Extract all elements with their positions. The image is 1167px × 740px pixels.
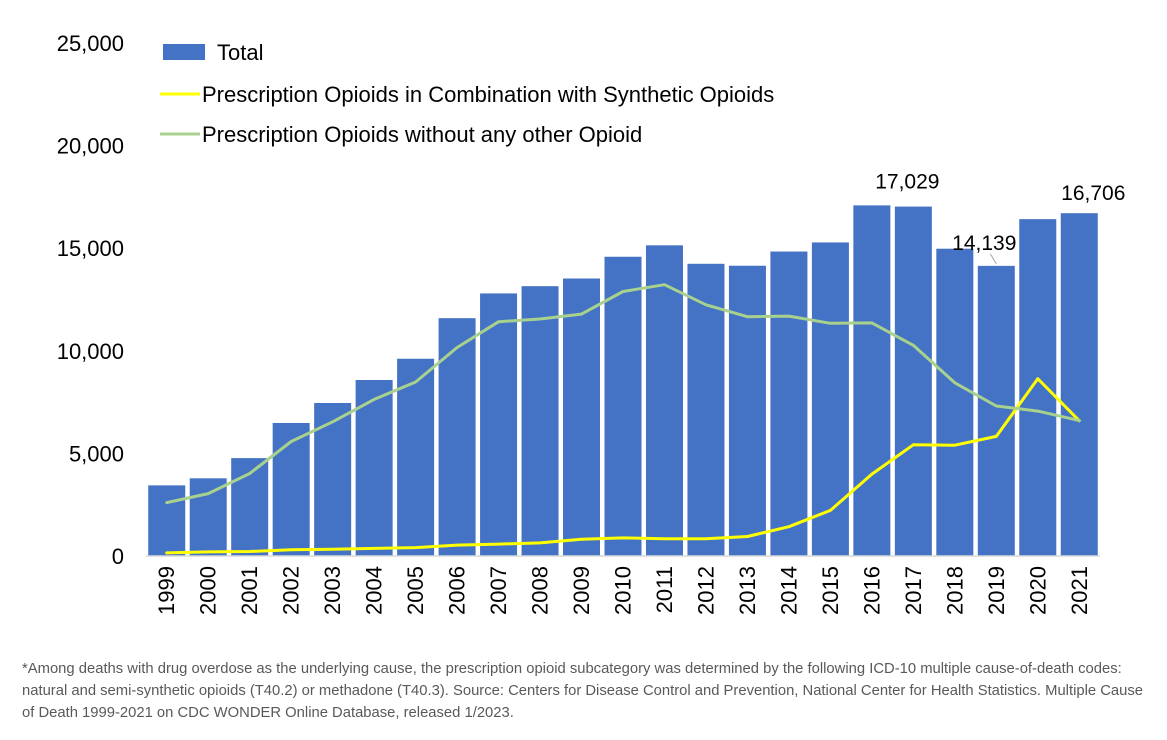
legend-label-combination: Prescription Opioids in Combination with… <box>202 82 774 107</box>
x-tick-label: 2010 <box>611 566 636 615</box>
legend-label-total: Total <box>217 40 263 65</box>
bar-2016 <box>853 205 891 556</box>
data-label-2017: 17,029 <box>875 170 939 193</box>
legend: Total Prescription Opioids in Combination… <box>160 40 774 147</box>
bar-2014 <box>770 251 808 557</box>
bar-2011 <box>645 245 683 556</box>
bar-2005 <box>397 358 435 556</box>
x-tick-label: 2017 <box>901 566 926 615</box>
legend-swatch-total <box>163 44 205 60</box>
y-tick-label: 5,000 <box>69 441 124 466</box>
x-tick-label: 2000 <box>196 566 221 615</box>
line-series <box>165 283 1081 555</box>
y-tick-label: 0 <box>112 544 124 569</box>
bar-2010 <box>604 256 642 556</box>
x-tick-label: 2016 <box>859 566 884 615</box>
x-axis: 1999 2000 2001 2002 2003 2004 2005 2006 2007 2008… <box>146 555 1100 615</box>
bar-2012 <box>687 263 725 556</box>
x-tick-label: 2008 <box>528 566 553 615</box>
data-label-2021: 16,706 <box>1061 182 1125 205</box>
data-label-2019: 14,139 <box>952 232 1016 255</box>
bar-2018 <box>936 248 974 556</box>
opioid-deaths-chart: 0 5,000 10,000 15,000 20,000 25,000 1999 2000 2… <box>57 31 1126 615</box>
bar-2009 <box>563 278 601 556</box>
bar-2020 <box>1019 219 1057 556</box>
bar-2019 <box>977 265 1015 556</box>
y-tick-label: 10,000 <box>57 339 124 364</box>
data-label-leader <box>989 253 997 265</box>
bar-2002 <box>272 422 310 556</box>
bar-2006 <box>438 318 476 556</box>
x-tick-label: 2018 <box>942 566 967 615</box>
bar-2007 <box>480 293 518 556</box>
x-tick-label: 2003 <box>320 566 345 615</box>
bar-1999 <box>148 485 186 556</box>
x-tick-label: 2019 <box>984 566 1009 615</box>
legend-label-without-other: Prescription Opioids without any other O… <box>202 122 642 147</box>
x-tick-label: 2009 <box>569 566 594 615</box>
x-tick-label: 2020 <box>1025 566 1050 615</box>
bar-2004 <box>355 379 393 556</box>
bar-2021 <box>1060 213 1098 557</box>
combination-line <box>165 377 1081 555</box>
x-tick-label: 1999 <box>154 566 179 615</box>
bar-2015 <box>811 242 849 556</box>
x-tick-label: 2002 <box>279 566 304 615</box>
x-tick-label: 2014 <box>776 566 801 615</box>
x-tick-label: 2005 <box>403 566 428 615</box>
bar-2017 <box>894 206 932 556</box>
bar-series <box>148 205 1098 557</box>
y-tick-label: 15,000 <box>57 236 124 261</box>
x-tick-label: 2007 <box>486 566 511 615</box>
bar-2013 <box>728 265 766 556</box>
x-tick-label: 2013 <box>735 566 760 615</box>
x-tick-label: 2004 <box>362 566 387 615</box>
bar-2000 <box>189 478 227 556</box>
x-tick-label: 2011 <box>652 566 677 613</box>
bar-2008 <box>521 286 559 556</box>
y-tick-label: 20,000 <box>57 134 124 159</box>
x-tick-label: 2012 <box>693 566 718 615</box>
x-tick-label: 2006 <box>445 566 470 615</box>
y-axis: 0 5,000 10,000 15,000 20,000 25,000 <box>57 31 124 569</box>
footnote: *Among deaths with drug overdose as the … <box>22 661 1143 721</box>
without-other-line <box>165 283 1081 505</box>
bar-2003 <box>314 403 352 556</box>
data-labels: 17,029 14,139 16,706 <box>875 170 1125 265</box>
x-tick-label: 2021 <box>1067 566 1092 615</box>
x-tick-label: 2015 <box>818 566 843 615</box>
y-tick-label: 25,000 <box>57 31 124 56</box>
x-tick-label: 2001 <box>237 566 262 615</box>
